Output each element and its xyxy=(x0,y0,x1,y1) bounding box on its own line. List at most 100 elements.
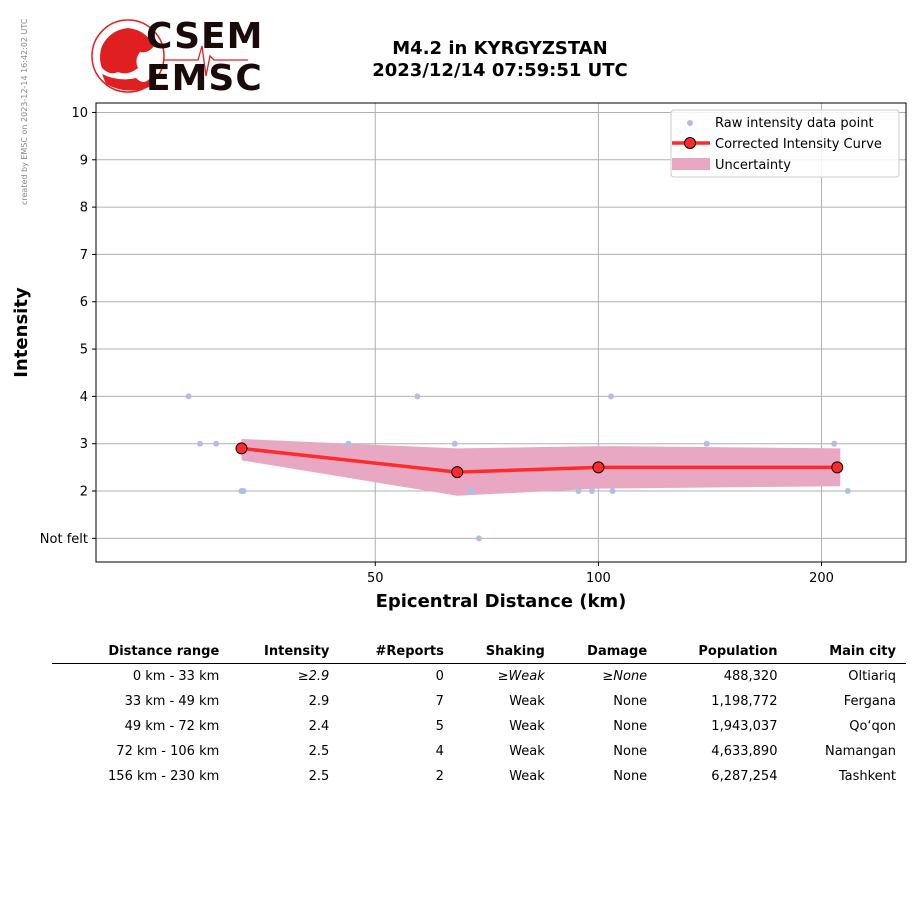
table-header-cell: Distance range xyxy=(52,640,230,664)
raw-data-point xyxy=(240,488,247,495)
y-tick-label: 8 xyxy=(80,201,88,216)
y-tick-label: 5 xyxy=(80,343,88,358)
curve-marker xyxy=(451,466,464,479)
y-tick-label: 9 xyxy=(80,153,88,168)
raw-data-point xyxy=(831,440,838,447)
table-cell: Tashkent xyxy=(838,769,896,784)
table-cell: 0 xyxy=(435,669,444,684)
table-cell: ≥None xyxy=(602,669,648,684)
raw-data-point xyxy=(703,440,710,447)
table-row: 0 km - 33 km ≥2.9 0 ≥Weak ≥None 488,320 Oltiar… xyxy=(52,664,906,690)
plot-frame xyxy=(95,102,907,563)
table-cell: Weak xyxy=(509,694,545,709)
intensity-chart: Not felt 2 3 4 5 6 7 8 9 10 50 100 200 Epicentral Dis… xyxy=(11,102,907,612)
table-cell: 2.5 xyxy=(308,744,330,759)
table-header-row: Distance range Intensity #Reports Shaking Da… xyxy=(52,640,906,664)
legend-box xyxy=(670,109,900,178)
table-row: 156 km - 230 km 2.5 2 Weak None 6,287,254 Tash… xyxy=(52,764,906,789)
raw-data-point xyxy=(608,393,615,400)
table-cell: 1,198,772 xyxy=(711,694,778,709)
y-axis-label: Intensity xyxy=(11,287,32,378)
table-header-cell: Main city xyxy=(787,640,906,664)
table-header-cell: #Reports xyxy=(339,640,454,664)
raw-data-point xyxy=(609,488,616,495)
raw-data-point xyxy=(475,535,482,542)
table-cell: Oltiariq xyxy=(848,669,896,684)
curve-marker xyxy=(592,461,605,474)
table-row: 49 km - 72 km 2.4 5 Weak None 1,943,037 Qo‘qon xyxy=(52,714,906,739)
table-cell: Weak xyxy=(509,744,545,759)
raw-data-point xyxy=(468,488,475,495)
corrected-intensity-curve xyxy=(241,446,838,474)
globe-icon xyxy=(91,19,248,93)
legend-curve-marker xyxy=(684,137,696,149)
table-cell: 49 km - 72 km xyxy=(124,719,220,734)
table-cell: ≥2.9 xyxy=(297,669,330,684)
table-cell: 488,320 xyxy=(723,669,778,684)
legend-raw-marker xyxy=(687,120,693,126)
table-cell: 2.9 xyxy=(308,694,330,709)
title-line-2: 2023/12/14 07:59:51 UTC xyxy=(372,60,628,81)
y-tick-label: Not felt xyxy=(40,532,88,547)
uncertainty-band xyxy=(241,438,841,496)
table-cell: 2.5 xyxy=(308,769,330,784)
table-cell: Weak xyxy=(509,719,545,734)
table-cell: 7 xyxy=(435,694,444,709)
logo-text-csem: CSEM xyxy=(146,16,264,57)
title-line-1: M4.2 in KYRGYZSTAN xyxy=(392,38,608,59)
raw-data-point xyxy=(451,440,458,447)
y-tick-label: 6 xyxy=(80,295,88,310)
table-header-cell: Intensity xyxy=(229,640,340,664)
table-cell: 4,633,890 xyxy=(711,744,778,759)
y-tick-label: 3 xyxy=(80,437,88,452)
legend-uncertainty-swatch xyxy=(672,158,710,170)
csem-emsc-logo: CSEM EMSC xyxy=(88,16,262,100)
legend-label: Uncertainty xyxy=(715,158,791,173)
y-tick-label: 7 xyxy=(80,248,88,263)
logo-text-emsc: EMSC xyxy=(146,58,263,99)
table-cell: 72 km - 106 km xyxy=(116,744,220,759)
table-body: 0 km - 33 km ≥2.9 0 ≥Weak ≥None 488,320 Oltiar… xyxy=(52,664,906,790)
table-cell: 6,287,254 xyxy=(711,769,778,784)
table-cell: 2.4 xyxy=(308,719,330,734)
table-cell: Qo‘qon xyxy=(849,719,896,734)
y-tick-label: 2 xyxy=(80,485,88,500)
curve-marker xyxy=(831,461,844,474)
raw-data-point xyxy=(185,393,192,400)
table-cell: 5 xyxy=(435,719,444,734)
table-row: 72 km - 106 km 2.5 4 Weak None 4,633,890 Naman… xyxy=(52,739,906,764)
table-cell: Fergana xyxy=(843,694,896,709)
table-cell: 1,943,037 xyxy=(711,719,778,734)
y-tick-label: 10 xyxy=(71,106,88,121)
raw-data-point xyxy=(588,488,595,495)
table-cell: 2 xyxy=(435,769,444,784)
table-cell: Namangan xyxy=(824,744,896,759)
x-axis-label: Epicentral Distance (km) xyxy=(376,591,627,612)
table-cell: None xyxy=(613,744,648,759)
raw-data-point xyxy=(844,488,851,495)
table-cell: 156 km - 230 km xyxy=(108,769,220,784)
table-header-cell: Damage xyxy=(554,640,658,664)
table-cell: 33 km - 49 km xyxy=(124,694,220,709)
raw-data-point xyxy=(345,440,352,447)
y-tick-label: 4 xyxy=(80,390,88,405)
legend-label: Corrected Intensity Curve xyxy=(715,137,882,152)
legend-label: Raw intensity data point xyxy=(715,116,874,131)
raw-data-point xyxy=(414,393,421,400)
x-tick-label: 200 xyxy=(809,571,834,586)
x-tick-label: 50 xyxy=(367,571,384,586)
table-cell: ≥Weak xyxy=(497,669,545,684)
raw-data-point xyxy=(213,440,220,447)
table-cell: None xyxy=(613,769,648,784)
table-cell: Weak xyxy=(509,769,545,784)
table-row: 33 km - 49 km 2.9 7 Weak None 1,198,772 Fergan… xyxy=(52,689,906,714)
table-cell: None xyxy=(613,719,648,734)
curve-marker xyxy=(235,442,248,455)
raw-data-point xyxy=(196,440,203,447)
table-header-cell: Population xyxy=(657,640,788,664)
x-tick-label: 100 xyxy=(586,571,611,586)
raw-data-point xyxy=(575,488,582,495)
table-cell: 4 xyxy=(435,744,444,759)
table-header-cell: Shaking xyxy=(453,640,555,664)
summary-table: Distance range Intensity #Reports Shaking Da… xyxy=(52,640,906,789)
